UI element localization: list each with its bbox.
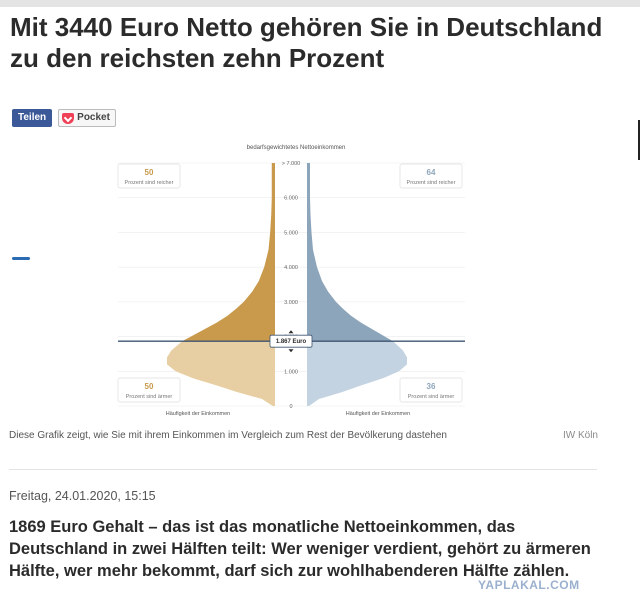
figure-credit: IW Köln	[562, 430, 598, 441]
median-label: 1.867 Euro	[269, 330, 313, 353]
y-tick-label: 5.000	[284, 230, 298, 236]
y-tick-label: 6.000	[284, 196, 298, 202]
right-xlabel: Häufigkeit der Einkommen	[346, 411, 411, 417]
right-lower-value: 36	[427, 382, 436, 391]
right-upper-area	[307, 163, 393, 342]
left-lower-value: 50	[145, 382, 154, 391]
figure-caption: Diese Grafik zeigt, wie Sie mit ihrem Ei…	[9, 430, 447, 441]
publish-date: Freitag, 24.01.2020, 15:15	[9, 489, 156, 503]
page-edge-bar	[638, 120, 640, 160]
left-xlabel: Häufigkeit der Einkommen	[166, 411, 231, 417]
left-lower-box: 50 Prozent sind ärmer	[117, 377, 181, 403]
y-tick-label: 0	[289, 404, 292, 410]
share-bar: Teilen Pocket	[12, 109, 116, 127]
pocket-button[interactable]: Pocket	[58, 109, 116, 127]
right-lower-text: Prozent sind ärmer	[408, 394, 455, 400]
article-headline: Mit 3440 Euro Netto gehören Sie in Deuts…	[10, 12, 603, 73]
left-upper-text: Prozent sind reicher	[125, 180, 174, 186]
pocket-icon	[62, 112, 75, 124]
y-tick-label: 4.000	[284, 265, 298, 271]
side-scroll-marker[interactable]	[12, 257, 30, 260]
pocket-label: Pocket	[77, 112, 110, 123]
y-tick-label: 3.000	[284, 300, 298, 306]
left-lower-area	[167, 341, 275, 406]
left-lower-text: Prozent sind ärmer	[126, 394, 173, 400]
y-tick-label: > 7.000	[282, 161, 301, 167]
right-upper-value: 64	[427, 168, 436, 177]
facebook-share-button[interactable]: Teilen	[12, 109, 53, 127]
right-upper-text: Prozent sind reicher	[407, 180, 456, 186]
y-tick-label: 1.000	[284, 369, 298, 375]
right-lower-box: 36 Prozent sind ärmer	[399, 377, 463, 403]
right-lower-area	[307, 341, 407, 406]
left-upper-value: 50	[145, 168, 154, 177]
browser-top-strip	[0, 0, 640, 7]
article-lead: 1869 Euro Gehalt – das ist das monatlich…	[9, 518, 591, 580]
median-value: 1.867 Euro	[276, 339, 307, 345]
divider	[9, 469, 597, 470]
right-upper-box: 64 Prozent sind reicher	[399, 163, 463, 189]
site-watermark: YAPLAKAL.COM	[478, 578, 580, 592]
chart-title: bedarfsgewichtetes Nettoeinkommen	[247, 145, 346, 151]
left-upper-area	[182, 163, 275, 342]
left-upper-box: 50 Prozent sind reicher	[117, 163, 181, 189]
